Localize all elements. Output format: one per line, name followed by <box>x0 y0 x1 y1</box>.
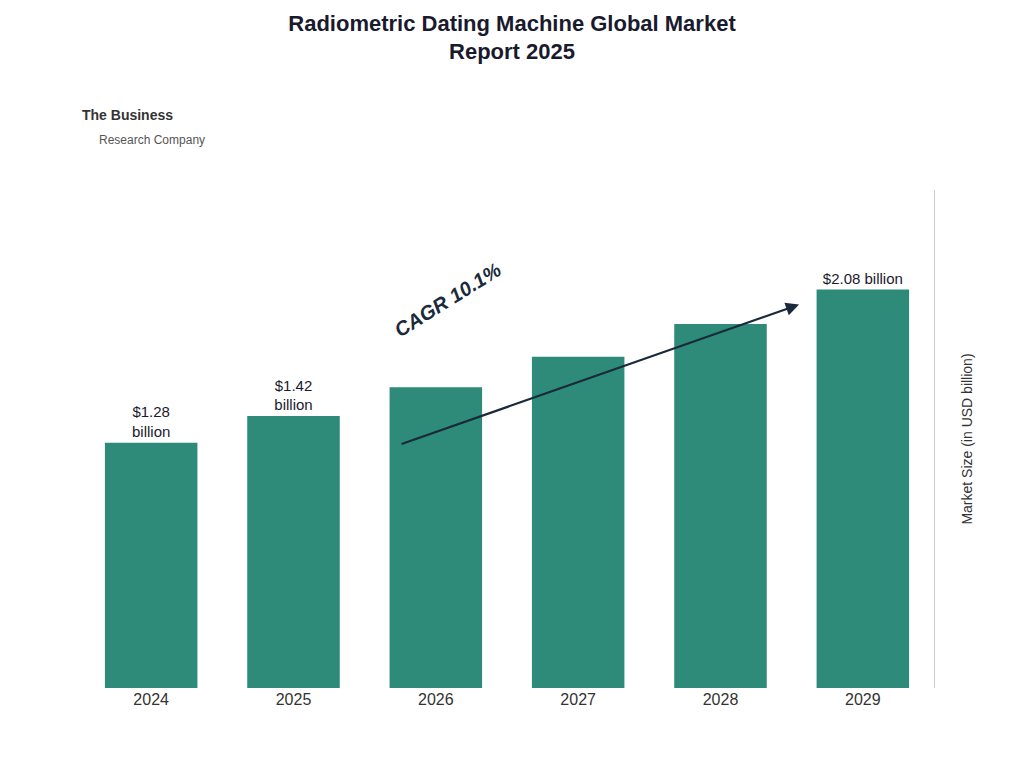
svg-text:$2.08 billion: $2.08 billion <box>823 270 903 287</box>
svg-text:The Business: The Business <box>82 107 173 123</box>
svg-text:2027: 2027 <box>560 691 596 708</box>
svg-text:2028: 2028 <box>703 691 739 708</box>
svg-text:CAGR 10.1%: CAGR 10.1% <box>391 258 506 341</box>
svg-text:Market Size (in USD billion): Market Size (in USD billion) <box>959 353 975 524</box>
svg-text:Radiometric Dating Machine Glo: Radiometric Dating Machine Global Market… <box>288 11 736 65</box>
svg-text:2029: 2029 <box>845 691 881 708</box>
svg-text:2026: 2026 <box>418 691 454 708</box>
svg-text:$1.28billion: $1.28billion <box>132 403 170 440</box>
svg-text:2024: 2024 <box>133 691 169 708</box>
svg-text:Research Company: Research Company <box>99 133 205 147</box>
svg-text:$1.42billion: $1.42billion <box>274 377 312 414</box>
svg-text:2025: 2025 <box>276 691 312 708</box>
